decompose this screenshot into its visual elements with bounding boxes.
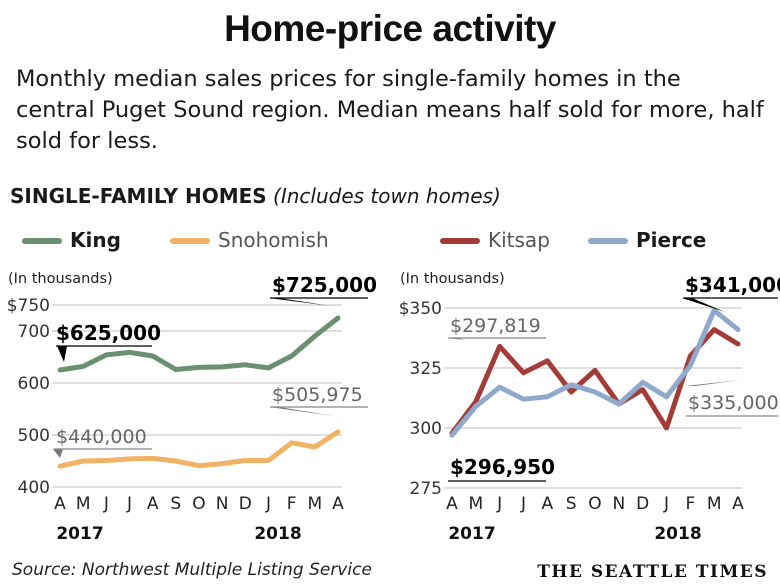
x-tick-label: S xyxy=(566,494,577,514)
unit-note: (In thousands) xyxy=(8,271,113,287)
series-line-king xyxy=(57,315,341,373)
series-line-kitsap xyxy=(449,327,741,436)
x-tick-label: M xyxy=(76,494,91,514)
year-label: 2018 xyxy=(254,524,301,544)
section-label-main: SINGLE-FAMILY HOMES xyxy=(10,184,267,208)
y-tick-label: 700 xyxy=(18,322,50,342)
brand-logo: THE SEATTLE TIMES xyxy=(537,562,768,582)
x-tick-label: N xyxy=(216,494,229,514)
y-tick-label: 600 xyxy=(18,374,50,394)
legend-label-kitsap: Kitsap xyxy=(488,228,550,252)
annotation-label: $725,000 xyxy=(272,273,377,297)
y-tick-label: 275 xyxy=(410,479,442,499)
x-tick-label: N xyxy=(612,494,625,514)
x-tick-label: D xyxy=(239,494,252,514)
year-label: 2017 xyxy=(448,524,495,544)
annotation-pointer xyxy=(57,346,67,362)
x-tick-label: J xyxy=(496,494,502,514)
annotation-label: $297,819 xyxy=(450,315,541,337)
annotation-pointer xyxy=(685,380,741,386)
y-tick-label: $750 xyxy=(7,296,50,316)
annotation-pointer xyxy=(53,449,63,458)
x-tick-label: A xyxy=(446,494,458,514)
x-tick-label: A xyxy=(54,494,66,514)
x-tick-label: A xyxy=(542,494,554,514)
x-tick-label: J xyxy=(520,494,526,514)
x-tick-label: F xyxy=(287,494,297,514)
unit-note: (In thousands) xyxy=(400,271,505,287)
x-tick-label: J xyxy=(103,494,109,514)
annotation-label: $296,950 xyxy=(450,455,555,479)
page-subtitle: Monthly median sales prices for single-f… xyxy=(16,66,764,154)
x-tick-label: M xyxy=(468,494,483,514)
y-tick-label: $350 xyxy=(399,299,442,319)
legend-label-king: King xyxy=(70,228,121,252)
year-label: 2017 xyxy=(56,524,103,544)
y-tick-label: 400 xyxy=(18,478,50,498)
section-label: SINGLE-FAMILY HOMES (Includes town homes… xyxy=(10,184,501,208)
legend-label-snohomish: Snohomish xyxy=(218,228,329,252)
x-tick-label: A xyxy=(732,494,744,514)
annotation-label: $335,000 xyxy=(688,392,779,414)
y-tick-label: 300 xyxy=(410,419,442,439)
y-tick-label: 500 xyxy=(18,426,50,446)
x-tick-label: J xyxy=(265,494,271,514)
annotation-label: $341,000 xyxy=(685,273,780,297)
source-note: Source: Northwest Multiple Listing Servi… xyxy=(12,560,372,580)
series-line-pierce xyxy=(449,307,741,438)
x-tick-label: J xyxy=(126,494,132,514)
legend-swatch-king xyxy=(22,238,62,244)
section-label-note: (Includes town homes) xyxy=(273,184,501,208)
x-tick-label: A xyxy=(147,494,159,514)
legend-swatch-pierce xyxy=(588,238,628,244)
annotation-label: $625,000 xyxy=(56,321,161,345)
x-tick-label: A xyxy=(332,494,344,514)
annotation-pointer xyxy=(682,298,725,312)
x-tick-label: D xyxy=(636,494,649,514)
legend-label-pierce: Pierce xyxy=(636,228,707,252)
annotation-pointer xyxy=(269,407,334,416)
x-tick-label: O xyxy=(588,494,601,514)
page-title: Home-price activity xyxy=(224,8,556,49)
annotation-pointer xyxy=(269,298,331,306)
x-tick-label: M xyxy=(307,494,322,514)
x-tick-label: O xyxy=(192,494,205,514)
x-tick-label: M xyxy=(707,494,722,514)
x-tick-label: J xyxy=(663,494,669,514)
legend-swatch-kitsap xyxy=(440,238,480,244)
series-line-snohomish xyxy=(57,429,341,469)
annotation-label: $440,000 xyxy=(56,426,147,448)
y-tick-label: 325 xyxy=(410,359,442,379)
x-tick-label: S xyxy=(170,494,181,514)
x-tick-label: F xyxy=(685,494,695,514)
year-label: 2018 xyxy=(654,524,701,544)
legend-swatch-snohomish xyxy=(170,238,210,244)
annotation-label: $505,975 xyxy=(272,384,363,406)
